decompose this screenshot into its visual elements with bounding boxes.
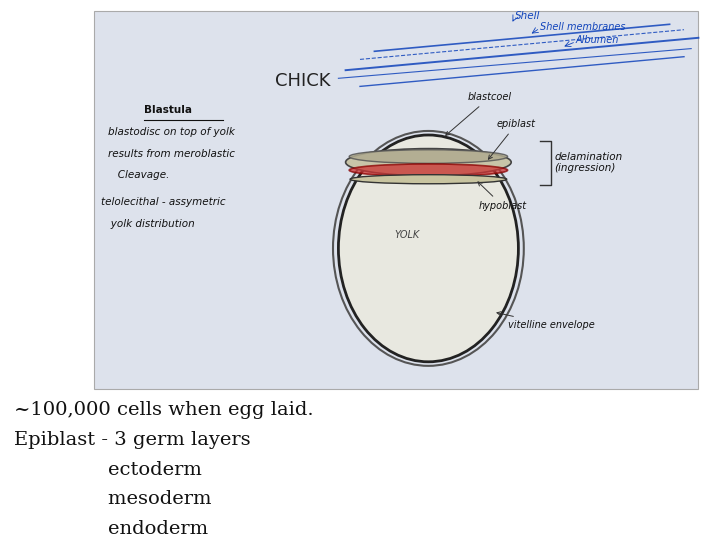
- Text: vitelline envelope: vitelline envelope: [497, 312, 594, 330]
- Text: Blastula: Blastula: [144, 105, 192, 116]
- Text: ectoderm: ectoderm: [58, 461, 202, 479]
- Text: epiblast: epiblast: [488, 119, 536, 159]
- Text: Epiblast - 3 germ layers: Epiblast - 3 germ layers: [14, 431, 251, 449]
- Text: Cleavage.: Cleavage.: [108, 170, 169, 180]
- Text: results from meroblastic: results from meroblastic: [108, 148, 235, 159]
- Ellipse shape: [350, 175, 507, 184]
- Text: YOLK: YOLK: [394, 230, 420, 240]
- Text: ~100,000 cells when egg laid.: ~100,000 cells when egg laid.: [14, 401, 314, 420]
- Ellipse shape: [349, 164, 508, 177]
- Text: CHICK: CHICK: [274, 72, 330, 90]
- Text: blastodisc on top of yolk: blastodisc on top of yolk: [108, 127, 235, 137]
- Text: blastcoel: blastcoel: [446, 92, 512, 136]
- Text: hypoblast: hypoblast: [478, 182, 527, 211]
- Text: endoderm: endoderm: [58, 520, 208, 538]
- Text: Shell: Shell: [515, 11, 540, 21]
- Text: delamination
(ingression): delamination (ingression): [554, 152, 623, 173]
- Text: Shell membranes: Shell membranes: [540, 22, 626, 32]
- Text: Albumen: Albumen: [576, 35, 619, 45]
- Text: mesoderm: mesoderm: [58, 490, 211, 509]
- Ellipse shape: [338, 135, 518, 362]
- Ellipse shape: [346, 148, 511, 176]
- FancyBboxPatch shape: [94, 11, 698, 389]
- Text: yolk distribution: yolk distribution: [101, 219, 194, 229]
- Ellipse shape: [349, 150, 508, 163]
- Text: telolecithal - assymetric: telolecithal - assymetric: [101, 197, 225, 207]
